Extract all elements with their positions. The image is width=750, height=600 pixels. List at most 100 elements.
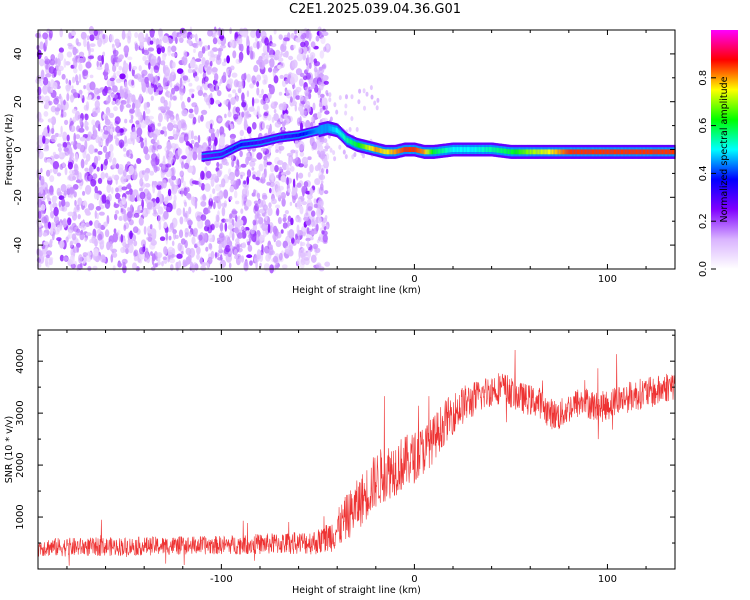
- noise-speck: [172, 120, 176, 125]
- noise-speck: [111, 43, 115, 48]
- noise-speck: [238, 51, 244, 62]
- noise-speck: [264, 37, 269, 46]
- noise-speck: [259, 62, 263, 67]
- noise-speck: [113, 135, 118, 140]
- noise-speck: [119, 200, 125, 207]
- noise-speck: [76, 242, 81, 248]
- noise-speck: [104, 199, 111, 209]
- noise-speck: [168, 251, 172, 256]
- noise-speck: [242, 29, 248, 38]
- noise-speck: [122, 169, 127, 177]
- noise-speck: [241, 242, 247, 249]
- signal-core: [503, 148, 506, 154]
- signal-core: [617, 149, 619, 155]
- signal-core: [542, 149, 544, 155]
- signal-core: [313, 129, 316, 133]
- signal-core: [545, 149, 548, 155]
- signal-core: [366, 144, 368, 150]
- noise-speck: [320, 36, 326, 45]
- noise-speck: [311, 141, 318, 150]
- noise-speck: [298, 163, 304, 168]
- x-tick-label: 100: [598, 274, 617, 285]
- noise-speck: [121, 30, 126, 40]
- signal-core: [364, 144, 367, 150]
- x-tick-label: 100: [598, 574, 617, 585]
- noise-speck: [114, 210, 120, 215]
- noise-speck: [144, 183, 151, 188]
- noise-speck: [261, 122, 266, 130]
- noise-speck: [204, 183, 211, 192]
- noise-speck: [104, 229, 110, 238]
- signal-core: [236, 144, 238, 149]
- noise-speck: [263, 59, 269, 65]
- signal-core: [318, 127, 321, 133]
- signal-core: [444, 148, 447, 153]
- noise-speck: [325, 142, 329, 148]
- noise-speck: [167, 156, 174, 165]
- noise-speck: [268, 202, 272, 208]
- noise-speck: [166, 113, 169, 123]
- noise-speck: [63, 190, 68, 196]
- noise-speck: [264, 168, 268, 178]
- noise-speck: [267, 223, 271, 234]
- noise-speck: [228, 93, 232, 98]
- noise-speck: [36, 218, 42, 227]
- noise-speck: [252, 42, 258, 49]
- signal-core: [254, 141, 257, 145]
- noise-speck: [295, 151, 299, 161]
- signal-core: [397, 148, 399, 154]
- signal-core: [598, 149, 601, 155]
- noise-speck: [163, 221, 168, 229]
- signal-core: [281, 135, 284, 139]
- noise-speck: [281, 264, 288, 269]
- noise-speck: [123, 213, 128, 222]
- noise-speck: [298, 172, 304, 179]
- noise-speck: [329, 147, 333, 153]
- noise-speck: [61, 73, 66, 80]
- noise-speck: [104, 85, 108, 94]
- noise-speck: [280, 62, 285, 69]
- signal-core: [247, 142, 250, 146]
- noise-speck: [221, 61, 227, 67]
- noise-speck: [172, 95, 177, 101]
- noise-speck: [319, 50, 325, 59]
- signal-core: [339, 130, 341, 136]
- signal-core: [217, 152, 220, 157]
- noise-speck: [235, 215, 238, 222]
- noise-speck: [162, 256, 168, 261]
- signal-core: [223, 151, 226, 155]
- noise-speck: [287, 188, 291, 193]
- noise-speck: [192, 151, 198, 161]
- noise-speck: [220, 254, 223, 261]
- noise-speck: [373, 100, 377, 106]
- signal-core: [266, 138, 268, 143]
- noise-speck: [316, 223, 319, 232]
- signal-core: [603, 149, 606, 155]
- noise-speck: [168, 235, 172, 241]
- noise-speck: [51, 195, 57, 204]
- noise-speck: [44, 101, 50, 110]
- noise-speck: [84, 237, 87, 242]
- noise-speck: [82, 190, 86, 196]
- signal-core: [631, 149, 633, 155]
- noise-speck: [313, 203, 318, 208]
- noise-speck: [184, 227, 189, 235]
- signal-core: [239, 143, 242, 147]
- signal-core: [274, 136, 277, 141]
- signal-core: [307, 131, 309, 135]
- noise-speck: [188, 82, 193, 87]
- noise-speck: [224, 222, 228, 232]
- signal-core: [441, 148, 443, 154]
- signal-core: [456, 147, 458, 152]
- signal-core: [663, 149, 666, 155]
- noise-speck: [139, 178, 144, 187]
- noise-speck: [170, 116, 174, 123]
- signal-core: [477, 147, 479, 152]
- snr-x-axis-label: Height of straight line (km): [292, 585, 421, 596]
- noise-speck: [149, 132, 153, 139]
- signal-core: [403, 147, 405, 153]
- signal-core: [569, 149, 572, 155]
- signal-core: [230, 147, 233, 152]
- noise-speck: [170, 45, 177, 53]
- signal-core: [590, 149, 593, 155]
